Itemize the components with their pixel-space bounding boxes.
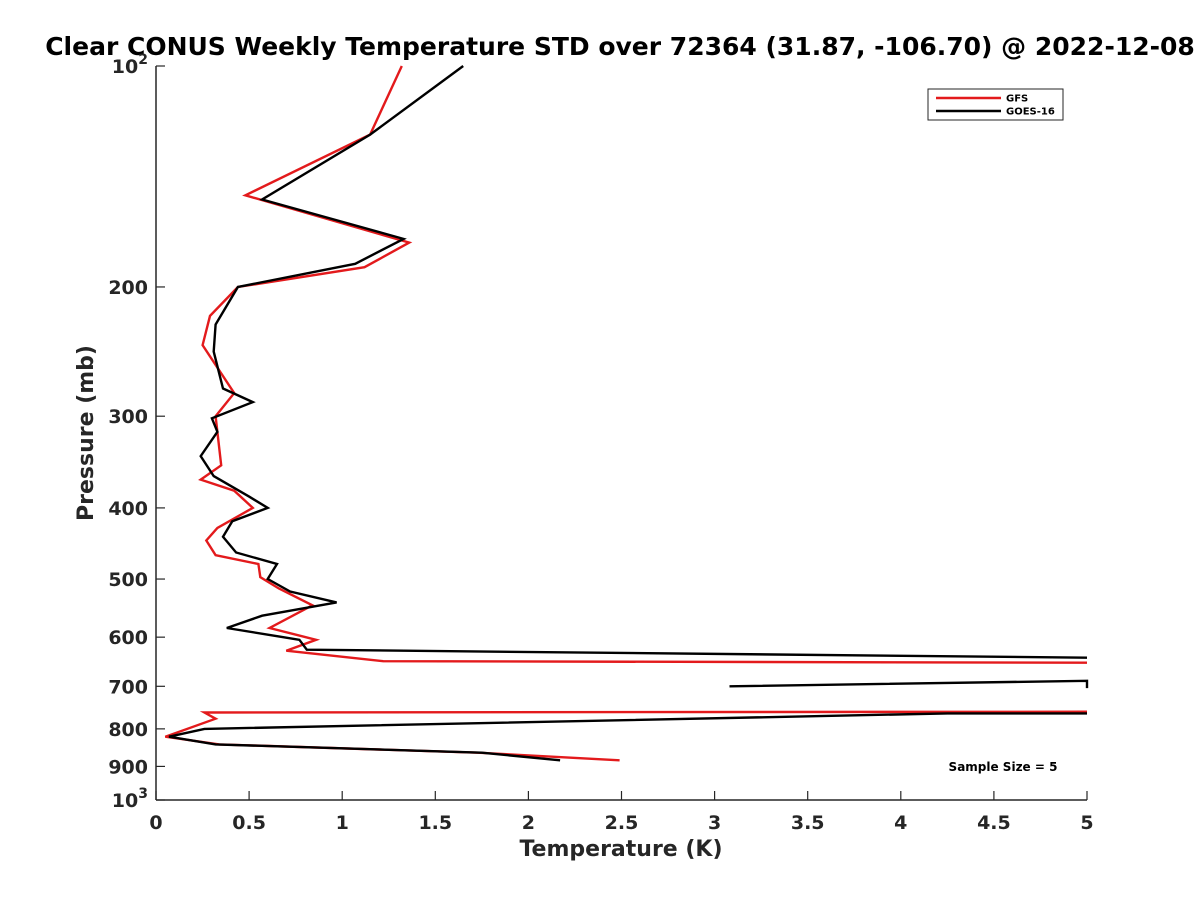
x-tick-label: 2.5: [605, 812, 639, 834]
x-tick-label: 0: [149, 812, 162, 834]
y-tick-label: 500: [108, 569, 148, 591]
y-tick-label: 200: [108, 277, 148, 299]
x-tick-label: 1: [336, 812, 349, 834]
chart-title: Clear CONUS Weekly Temperature STD over …: [45, 32, 1195, 61]
legend: GFS GOES-16: [927, 88, 1064, 121]
series-layer: [164, 65, 1089, 762]
x-ticks: 0 0.5 1 1.5 2 2.5 3 3.5 4 4.5 5: [149, 791, 1094, 834]
sample-size-annotation: Sample Size = 5: [949, 760, 1058, 774]
x-tick-label: 0.5: [232, 812, 266, 834]
y-tick-label: 400: [108, 498, 148, 520]
series-line-goes-16: [199, 65, 1088, 659]
x-tick-label: 5: [1080, 812, 1093, 834]
y-tick-label: 900: [108, 756, 148, 778]
y-tick-label: 300: [108, 406, 148, 428]
x-tick-label: 4: [894, 812, 907, 834]
series-line-segment-4: [168, 712, 1087, 762]
x-tick-label: 2: [522, 812, 535, 834]
x-tick-label: 3: [708, 812, 721, 834]
y-tick-label: 700: [108, 676, 148, 698]
y-tick-label: 102: [112, 52, 148, 78]
x-tick-label: 3.5: [791, 812, 825, 834]
x-axis-label: Temperature (K): [519, 837, 722, 862]
y-tick-label: 800: [108, 719, 148, 741]
legend-box: [927, 88, 1064, 121]
y-tick-label: 103: [112, 786, 148, 812]
y-axis-label: Pressure (mb): [74, 345, 99, 521]
series-line-segment-2: [729, 679, 1089, 689]
x-tick-label: 4.5: [977, 812, 1011, 834]
x-tick-label: 1.5: [418, 812, 452, 834]
y-ticks: 102 200 300 400 500 600 700 800 900 103: [108, 52, 165, 812]
legend-label: GOES-16: [1006, 107, 1055, 118]
series-line-gfs: [198, 65, 1088, 664]
y-tick-label: 600: [108, 627, 148, 649]
legend-label: GFS: [1006, 94, 1028, 105]
